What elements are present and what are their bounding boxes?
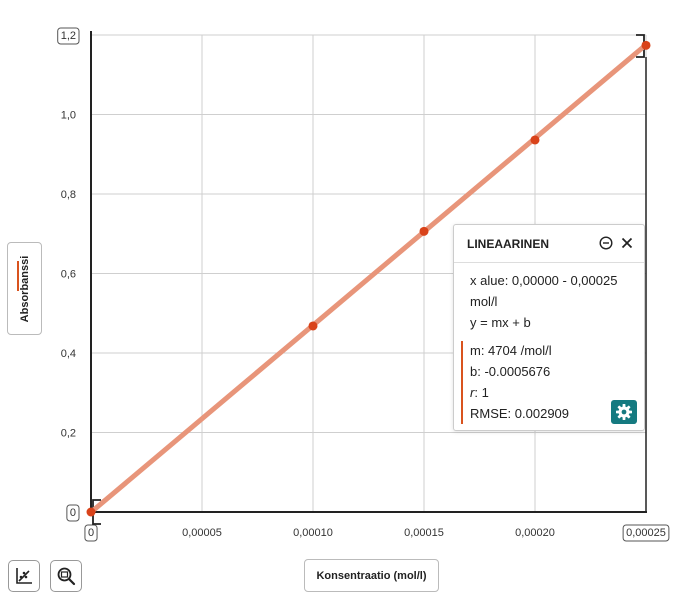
data-point: [419, 226, 429, 236]
fit-range-line2: mol/l: [470, 294, 498, 309]
fit-panel-title: LINEAARINEN: [467, 237, 550, 251]
x-tick-label: 0,00005: [182, 527, 222, 539]
y-range-box: [57, 27, 80, 45]
data-point: [86, 507, 96, 517]
data-point: [530, 135, 540, 145]
x-axis-label-button[interactable]: Konsentraatio (mol/l): [304, 559, 439, 592]
x-tick-label: 0: [88, 527, 94, 539]
zoom-reset-icon: [57, 567, 76, 586]
fit-series-bar: [461, 341, 463, 424]
fit-line: [88, 42, 649, 515]
y-axis-label-button[interactable]: Absorbanssi: [7, 242, 42, 335]
fit-settings-button[interactable]: [611, 400, 637, 424]
x-axis-label: Konsentraatio (mol/l): [316, 569, 427, 582]
series-color-swatch: [17, 261, 19, 291]
y-tick-label: 0,8: [61, 189, 76, 201]
fit-m-value: m: 4704 /mol/l: [470, 343, 552, 358]
fit-equation: y = mx + b: [470, 315, 531, 330]
y-tick-label: 0,6: [61, 269, 76, 281]
y-tick-label: 0,4: [61, 348, 76, 360]
fit-b-value: b: -0.0005676: [470, 364, 551, 379]
fit-r-symbol: r: [470, 385, 475, 400]
y-tick-label: 1,0: [61, 110, 76, 122]
x-range-box: [622, 524, 670, 542]
data-point: [308, 321, 318, 331]
y-tick-label: 1,2: [61, 30, 76, 42]
close-icon[interactable]: [620, 236, 634, 250]
fit-range-line1: x alue: 0,00000 - 0,00025: [470, 273, 618, 288]
zoom-reset-button[interactable]: [50, 560, 82, 592]
gear-icon: [616, 404, 632, 420]
x-tick-label: 0,00020: [515, 527, 555, 539]
fit-rmse-value: RMSE: 0.002909: [470, 406, 570, 421]
linear-fit-panel: LINEAARINEN x alue: 0,00000 - 0,00025 mo…: [453, 224, 645, 431]
fit-r-value: r: 1: [470, 385, 489, 400]
x-range-box: [84, 524, 98, 542]
y-tick-label: 0,2: [61, 428, 76, 440]
curve-fit-button[interactable]: [8, 560, 40, 592]
x-tick-label: 0,00015: [404, 527, 444, 539]
data-point: [641, 40, 651, 50]
y-axis-label: Absorbanssi: [19, 255, 31, 323]
x-tick-label: 0,00010: [293, 527, 333, 539]
fit-panel-header: LINEAARINEN: [454, 225, 644, 263]
curve-fit-icon: [16, 568, 32, 584]
collapse-icon[interactable]: [599, 236, 613, 250]
y-range-box: [66, 504, 80, 522]
y-tick-label: 0: [70, 507, 76, 519]
x-tick-label: 0,00025: [626, 527, 666, 539]
fit-r-number: : 1: [474, 385, 489, 400]
